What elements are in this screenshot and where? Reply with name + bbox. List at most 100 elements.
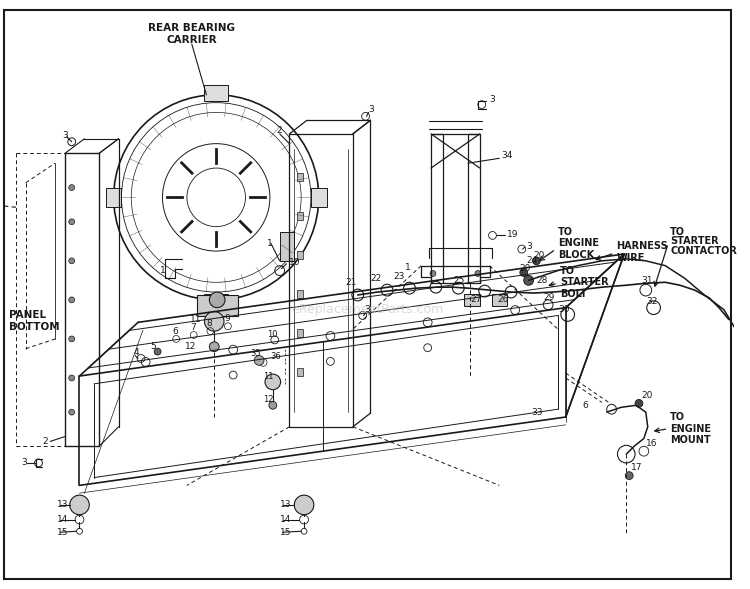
Text: 3: 3 — [364, 305, 370, 314]
Circle shape — [69, 375, 74, 381]
Circle shape — [209, 342, 219, 352]
Circle shape — [430, 270, 436, 276]
Circle shape — [70, 495, 89, 515]
Bar — [491, 294, 507, 306]
Text: 3: 3 — [526, 241, 532, 251]
FancyBboxPatch shape — [4, 10, 730, 579]
Text: 32: 32 — [646, 297, 657, 306]
Text: 20: 20 — [641, 391, 652, 400]
Text: 8: 8 — [206, 319, 212, 328]
Bar — [205, 85, 228, 101]
Text: 13: 13 — [280, 501, 291, 509]
Text: 10: 10 — [290, 258, 301, 267]
Text: 11: 11 — [263, 372, 274, 380]
Circle shape — [69, 185, 74, 190]
Bar — [464, 294, 480, 306]
Circle shape — [265, 374, 280, 390]
Text: BOTTOM: BOTTOM — [9, 322, 60, 332]
Bar — [297, 329, 303, 337]
Circle shape — [205, 312, 224, 331]
Text: 1: 1 — [405, 263, 410, 272]
Text: 15: 15 — [280, 528, 291, 537]
Text: TO: TO — [558, 227, 573, 237]
Text: 3: 3 — [368, 105, 374, 114]
Text: ENGINE: ENGINE — [558, 238, 599, 248]
Circle shape — [520, 269, 528, 276]
Text: WIRE: WIRE — [616, 253, 645, 263]
Text: 3: 3 — [62, 131, 68, 140]
Bar — [297, 212, 303, 220]
Text: eReplacementParts.com: eReplacementParts.com — [292, 303, 444, 316]
Bar — [297, 368, 303, 376]
Circle shape — [524, 276, 533, 285]
Circle shape — [69, 409, 74, 415]
Circle shape — [475, 270, 481, 276]
Text: 6: 6 — [172, 327, 178, 336]
Circle shape — [532, 257, 540, 264]
Text: 1: 1 — [160, 266, 165, 275]
Text: 24: 24 — [526, 256, 538, 265]
Text: REAR BEARING: REAR BEARING — [148, 24, 236, 34]
Text: 15: 15 — [57, 528, 68, 537]
Bar — [297, 173, 303, 181]
Text: TO: TO — [670, 227, 686, 237]
Circle shape — [635, 399, 643, 407]
Text: 17: 17 — [632, 464, 643, 472]
Text: CARRIER: CARRIER — [166, 35, 217, 45]
Text: 25: 25 — [454, 276, 465, 285]
Text: 34: 34 — [501, 151, 513, 160]
Text: HARNESS: HARNESS — [616, 241, 668, 251]
Text: 29: 29 — [543, 293, 555, 302]
Text: MOUNT: MOUNT — [670, 435, 711, 445]
Text: BOLT: BOLT — [560, 289, 586, 299]
Text: CONTACTOR: CONTACTOR — [670, 246, 737, 256]
Text: 33: 33 — [532, 408, 543, 416]
Text: 12: 12 — [263, 395, 274, 404]
Text: 36: 36 — [270, 352, 280, 361]
Text: 11: 11 — [190, 315, 201, 324]
Text: 20: 20 — [533, 252, 545, 260]
Text: 14: 14 — [57, 515, 68, 524]
Circle shape — [209, 292, 225, 307]
Circle shape — [269, 402, 277, 409]
Text: BLOCK: BLOCK — [558, 250, 594, 260]
Circle shape — [294, 495, 314, 515]
Text: 9: 9 — [224, 314, 230, 323]
Text: 31: 31 — [641, 276, 652, 285]
Text: 27: 27 — [470, 295, 482, 305]
Text: 28: 28 — [536, 276, 548, 285]
Text: 30: 30 — [558, 305, 569, 314]
Text: 22: 22 — [370, 274, 382, 283]
Text: 35: 35 — [251, 349, 261, 358]
Text: 5: 5 — [150, 342, 155, 351]
Text: 23: 23 — [393, 272, 404, 281]
Text: 13: 13 — [57, 501, 68, 509]
Text: ENGINE: ENGINE — [670, 423, 711, 434]
Text: 12: 12 — [185, 342, 196, 351]
Text: 2: 2 — [43, 437, 48, 446]
Bar — [297, 251, 303, 259]
Bar — [196, 295, 238, 316]
Text: TO: TO — [670, 412, 686, 422]
Bar — [205, 294, 228, 310]
Text: STARTER: STARTER — [560, 277, 608, 287]
Bar — [280, 231, 294, 261]
Text: STARTER: STARTER — [670, 236, 718, 246]
Text: TO: TO — [560, 266, 574, 276]
Circle shape — [69, 297, 74, 303]
Text: 16: 16 — [646, 439, 657, 448]
Bar — [297, 290, 303, 298]
Text: 21: 21 — [345, 278, 356, 287]
Circle shape — [626, 472, 633, 479]
Text: 19: 19 — [507, 230, 519, 239]
Text: 6: 6 — [582, 401, 588, 410]
Bar — [311, 187, 326, 207]
Circle shape — [254, 356, 264, 365]
Text: PANEL: PANEL — [9, 309, 46, 319]
Text: 26: 26 — [497, 295, 508, 305]
Text: 10: 10 — [267, 329, 278, 339]
Text: 20: 20 — [519, 264, 530, 273]
Text: 4: 4 — [134, 348, 139, 357]
Circle shape — [69, 219, 74, 224]
Circle shape — [69, 258, 74, 264]
